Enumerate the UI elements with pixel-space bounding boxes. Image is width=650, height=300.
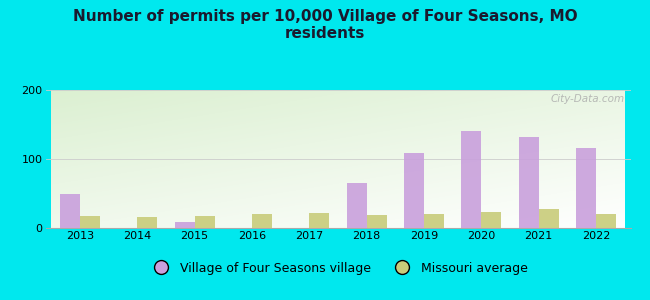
Bar <box>462 131 482 228</box>
Bar <box>60 194 80 228</box>
Bar <box>194 216 214 228</box>
Bar <box>80 216 100 228</box>
Text: Number of permits per 10,000 Village of Four Seasons, MO
residents: Number of permits per 10,000 Village of … <box>73 9 577 41</box>
Legend: Village of Four Seasons village, Missouri average: Village of Four Seasons village, Missour… <box>144 257 532 280</box>
Bar <box>175 223 194 228</box>
Bar <box>539 209 559 228</box>
Bar <box>137 217 157 228</box>
Bar <box>367 215 387 228</box>
Bar <box>346 183 367 228</box>
Bar <box>482 212 501 228</box>
Bar <box>404 154 424 228</box>
Bar <box>519 137 539 228</box>
Text: City-Data.com: City-Data.com <box>551 94 625 104</box>
Bar <box>424 214 444 228</box>
Bar <box>309 213 330 228</box>
Bar <box>596 214 616 228</box>
Bar <box>576 148 596 228</box>
Bar <box>252 214 272 228</box>
